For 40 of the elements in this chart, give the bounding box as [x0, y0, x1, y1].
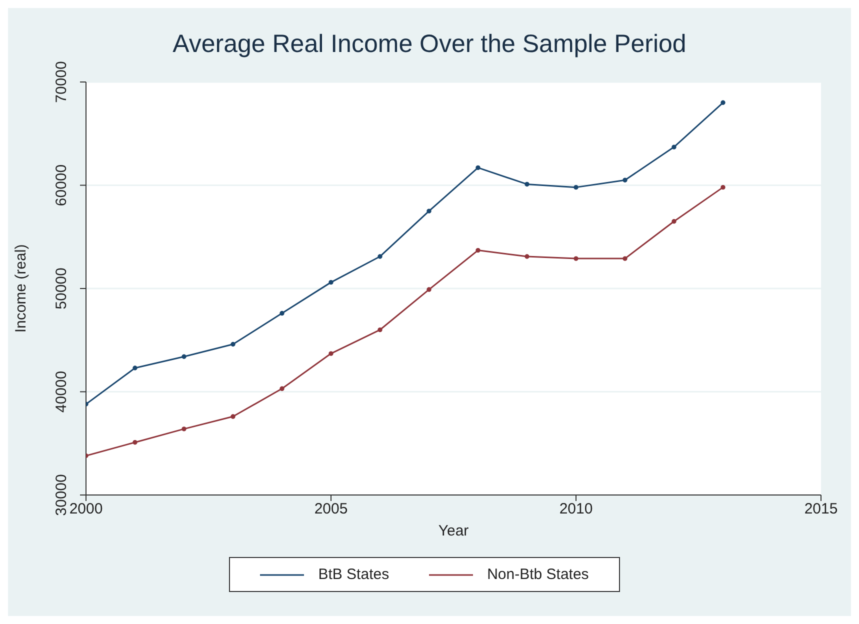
x-tick-label: 2015 — [804, 500, 838, 518]
point — [524, 254, 530, 259]
point — [574, 256, 578, 261]
x-axis-title: Year — [438, 522, 469, 540]
point — [720, 184, 726, 190]
point — [476, 165, 480, 170]
y-tick-label: 30000 — [53, 474, 70, 516]
point — [622, 256, 628, 261]
y-tick-label: 60000 — [53, 164, 70, 206]
y-tick-label: 70000 — [53, 61, 70, 103]
point — [426, 287, 432, 292]
point — [230, 342, 236, 347]
point — [672, 144, 676, 150]
point — [476, 248, 480, 253]
y-tick-label: 40000 — [53, 370, 70, 413]
point — [230, 414, 236, 419]
point — [574, 184, 578, 190]
y-tick-label: 50000 — [53, 268, 70, 310]
point — [328, 351, 334, 356]
point — [280, 386, 284, 391]
legend-label: Non-Btb States — [486, 566, 589, 583]
chart-title: Average Real Income Over the Sample Period — [172, 30, 688, 59]
x-tick-label: 2010 — [559, 500, 593, 518]
point — [182, 426, 186, 432]
point — [622, 178, 628, 182]
y-axis-title: Income (real) — [12, 244, 30, 333]
point — [280, 310, 284, 316]
x-tick-label: 2005 — [314, 500, 348, 518]
point — [524, 182, 530, 187]
point — [132, 366, 138, 370]
point — [328, 280, 334, 285]
point — [378, 254, 382, 259]
point — [720, 100, 726, 105]
x-tick-label: 2000 — [69, 500, 103, 518]
point — [378, 327, 382, 332]
point — [672, 219, 676, 224]
point — [426, 208, 432, 214]
point — [182, 354, 186, 359]
point — [132, 440, 138, 445]
legend-label: BtB States — [317, 566, 390, 583]
